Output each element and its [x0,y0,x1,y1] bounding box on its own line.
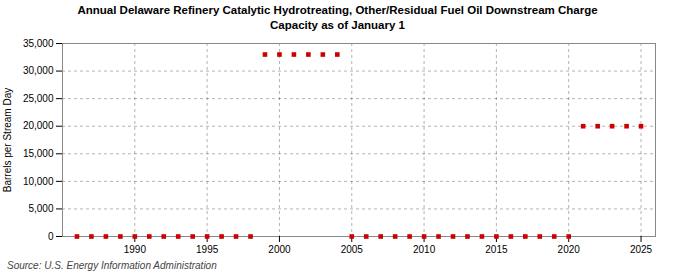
svg-text:5,000: 5,000 [28,203,53,214]
html-text:Annual Delaware Refinery Catal: Annual Delaware Refinery Catalytic Hydro… [77,4,598,16]
html-text:Source: U.S. Energy Informatio: Source: U.S. Energy Information Administ… [7,259,217,271]
svg-text:2000: 2000 [268,243,291,254]
svg-text:2005: 2005 [341,243,364,254]
svg-text:10,000: 10,000 [23,175,54,186]
svg-text:25,000: 25,000 [23,93,54,104]
svg-text:2010: 2010 [413,243,436,254]
svg-text:15,000: 15,000 [23,148,54,159]
svg-text:2020: 2020 [558,243,581,254]
svg-text:1995: 1995 [196,243,219,254]
svg-text:0: 0 [48,231,54,242]
html-text:Capacity as of January 1: Capacity as of January 1 [270,18,405,31]
svg-text:35,000: 35,000 [23,38,54,49]
svg-text:1990: 1990 [124,243,147,254]
svg-text:2015: 2015 [485,243,508,254]
svg-text:2025: 2025 [630,243,653,254]
svg-text:Barrels per Stream Day: Barrels per Stream Day [2,88,13,192]
svg-text:30,000: 30,000 [23,65,54,76]
svg-text:20,000: 20,000 [23,120,54,131]
